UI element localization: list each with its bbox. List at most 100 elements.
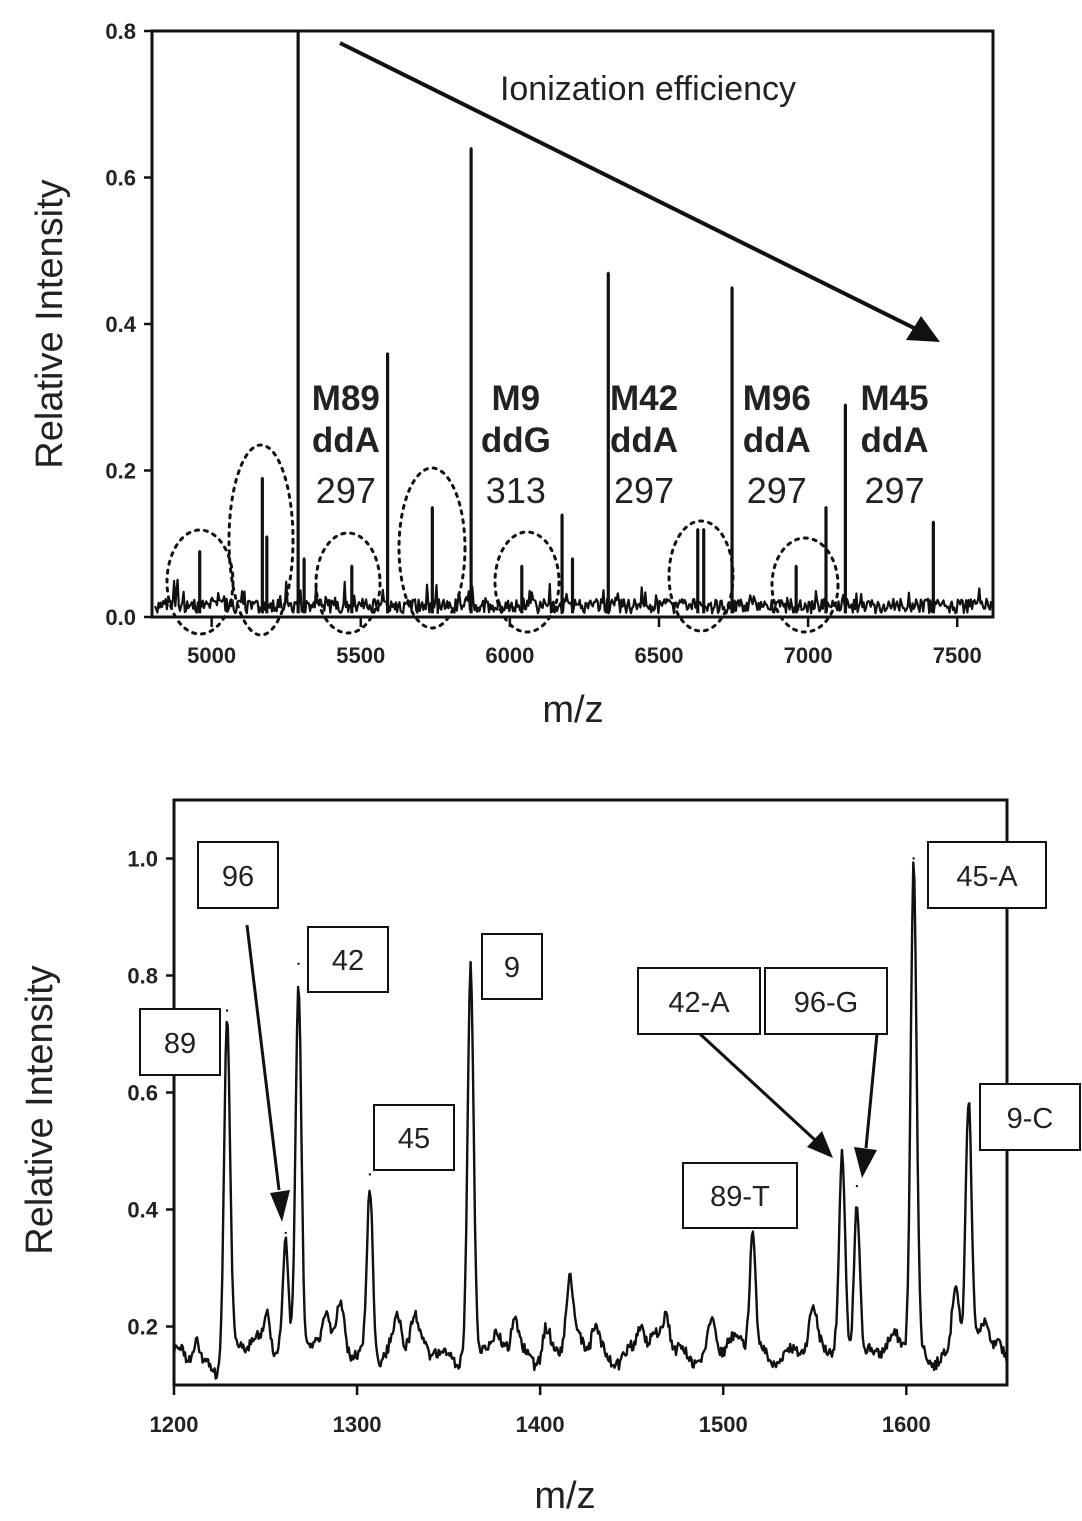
label-45: 45 [398,1123,430,1155]
x-tick-label: 6500 [635,643,684,668]
bottom-y-axis: 0.2 0.4 0.6 0.8 1.0 [127,847,174,1340]
x-tick-label: 1500 [699,1412,748,1437]
label-box [979,1083,1081,1151]
peak-mark [967,1103,970,1106]
label-box [197,841,279,909]
bottom-chart: 0.2 0.4 0.6 0.8 1.0 1200 1300 1400 1500 1600 m/z… [19,798,1081,1517]
label-box [637,967,761,1035]
ionization-efficiency-label: Ionization efficiency [500,70,796,108]
arrow-96 [245,924,281,1191]
top-x-axis-label: m/z [542,689,603,731]
peak-mark [855,1184,859,1188]
bottom-x-axis-label: m/z [534,1475,595,1517]
y-tick-label: 0.6 [105,166,136,191]
arrow-42-A [698,1032,817,1142]
bottom-y-axis-label: Relative Intensity [19,965,61,1254]
bottom-spectrum-line [172,861,1008,1380]
bottom-plot-frame [172,798,1009,1387]
top-chart: 0.0 0.2 0.4 0.6 0.8 5000 5500 6000 6500 7000 7500… [29,19,995,731]
x-tick-label: 6000 [485,643,534,668]
top-spectrum-line [153,29,993,615]
dotted-region [397,466,467,630]
peak-mark [912,857,915,860]
label-box [481,933,543,1000]
peak-mark [297,962,300,965]
x-tick-label: 7500 [933,643,982,668]
label-box [373,1104,455,1171]
bottom-label-boxes [139,841,1081,1229]
y-tick-label: 1.0 [127,847,158,872]
peak-label-base: ddA [312,421,380,460]
label-89-T: 89-T [710,1181,770,1213]
peak-label-name: M89 [312,379,380,418]
label-box [307,926,389,993]
peak-label-base: ddA [743,421,811,460]
peak-mark [469,962,472,965]
peak-mark [368,1173,372,1176]
top-y-axis-label: Relative Intensity [29,179,71,468]
y-tick-label: 0.8 [127,964,158,989]
y-tick-label: 0.6 [127,1081,158,1106]
label-42: 42 [332,945,364,977]
dotted-region [314,531,382,635]
label-89: 89 [164,1028,196,1060]
label-box [927,841,1047,909]
peak-label-base: ddG [481,421,551,460]
y-tick-label: 0.4 [127,1198,158,1223]
arrow-96-head [270,1190,290,1222]
x-tick-label: 1600 [882,1412,931,1437]
dotted-region [165,528,235,636]
peak-label-mass: 297 [865,470,925,511]
dotted-region [493,530,561,634]
x-tick-label: 5500 [336,643,385,668]
x-tick-label: 1300 [333,1412,382,1437]
peak-label-name: M45 [861,379,929,418]
ionization-arrowhead [906,316,940,342]
ionization-arrow [339,41,919,332]
peak-label-mass: 297 [747,470,807,511]
bottom-peak-marks [225,857,970,1235]
label-box [139,1008,221,1076]
arrow-42-A-head [807,1131,833,1158]
bottom-x-axis: 1200 1300 1400 1500 1600 [150,1385,931,1437]
label-box [682,1162,798,1229]
top-peak-labels: M89ddA297M9ddG313M42ddA297M96ddA297M45dd… [312,379,929,511]
peak-label-name: M42 [610,379,678,418]
y-tick-label: 0.0 [105,605,136,630]
peak-label-name: M96 [743,379,811,418]
label-9-C: 9-C [1007,1103,1054,1135]
peak-label-mass: 313 [486,470,546,511]
top-y-axis: 0.0 0.2 0.4 0.6 0.8 [105,19,152,630]
label-9: 9 [504,952,520,984]
top-plot-frame [150,29,995,619]
peak-mark [225,1009,229,1012]
x-tick-label: 7000 [784,643,833,668]
y-tick-label: 0.8 [105,19,136,44]
dotted-region [227,443,295,637]
x-tick-label: 1400 [516,1412,565,1437]
peak-mark [841,1149,844,1153]
label-42-A: 42-A [668,987,730,1019]
y-tick-label: 0.2 [105,459,136,484]
peak-label-mass: 297 [614,470,674,511]
y-tick-label: 0.4 [105,312,136,337]
label-box [764,967,888,1035]
arrow-96-G-head [854,1147,877,1178]
x-tick-label: 5000 [187,643,236,668]
dotted-region [667,519,735,633]
peak-label-base: ddA [861,421,929,460]
label-96: 96 [222,861,254,893]
peak-label-mass: 297 [316,470,376,511]
arrow-96-G [864,1033,879,1149]
label-45-A: 45-A [956,861,1018,893]
x-tick-label: 1200 [150,1412,199,1437]
dotted-region [770,536,840,634]
peak-mark [284,1231,287,1235]
peak-label-name: M9 [492,379,541,418]
peak-label-base: ddA [610,421,678,460]
y-tick-label: 0.2 [127,1315,158,1340]
label-96-G: 96-G [794,987,858,1019]
top-peak-marks [198,31,935,614]
top-dotted-regions [165,443,840,637]
